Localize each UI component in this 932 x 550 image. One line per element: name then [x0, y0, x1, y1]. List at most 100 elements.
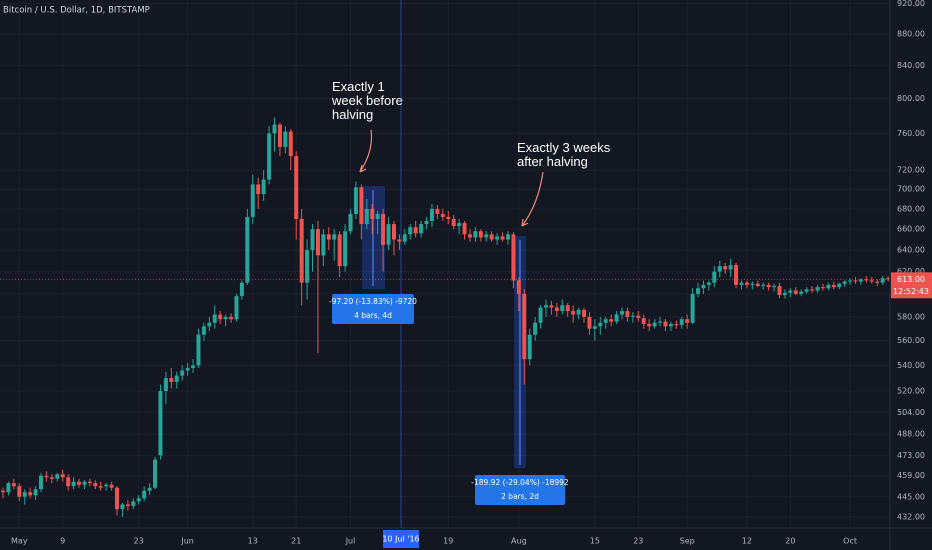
- candle-body: [739, 282, 744, 285]
- candle-body: [810, 289, 815, 291]
- candle-body: [761, 284, 766, 287]
- candle-body: [804, 289, 809, 292]
- measure-change: -97.20 (-13.83%) -9720: [329, 297, 417, 306]
- y-tick-label: 800.00: [897, 94, 925, 103]
- candle-body: [690, 293, 695, 323]
- candle-body: [858, 279, 863, 282]
- candle-body: [706, 282, 711, 285]
- candle-body: [98, 486, 103, 488]
- y-tick-label: 540.00: [897, 361, 925, 370]
- y-tick-label: 560.00: [897, 336, 925, 345]
- candle-body: [250, 184, 255, 217]
- candle-body: [788, 290, 793, 293]
- candle-body: [755, 283, 760, 287]
- annotation: Exactly 3 weeks after halving: [517, 140, 614, 169]
- candle-body: [299, 218, 304, 283]
- y-tick-label: 920.00: [897, 0, 925, 8]
- candle-body: [413, 227, 418, 234]
- candle-body: [239, 282, 244, 297]
- x-tick-label: Jul: [345, 537, 356, 546]
- candle-body: [163, 378, 168, 392]
- candle-body: [614, 314, 619, 322]
- candle-body: [842, 281, 847, 284]
- candle-body: [109, 484, 114, 488]
- y-tick-label: 720.00: [897, 166, 925, 175]
- annotation-arrow: [521, 171, 544, 227]
- candle-body: [359, 187, 364, 225]
- candle-body: [169, 378, 174, 382]
- candle-body: [549, 305, 554, 308]
- candle-body: [636, 315, 641, 319]
- last-price-box: [891, 272, 932, 299]
- candle-body: [544, 305, 548, 308]
- candle-body: [446, 216, 451, 219]
- y-tick-label: 760.00: [897, 129, 925, 138]
- candle-body: [712, 271, 717, 283]
- candle-body: [598, 322, 603, 327]
- candle-body: [218, 314, 223, 320]
- candle-body: [288, 131, 293, 157]
- candle-body: [44, 475, 49, 478]
- candle-body: [1, 490, 5, 493]
- candle-body: [652, 322, 657, 327]
- candle-body: [185, 367, 190, 371]
- candle-body: [201, 326, 206, 335]
- candle-body: [685, 319, 690, 323]
- measure-change: -189.92 (-29.04%) -18992: [471, 478, 569, 487]
- candle-body: [6, 483, 11, 493]
- candle-body: [837, 283, 842, 288]
- candle-body: [234, 296, 239, 320]
- candle-body: [49, 477, 54, 479]
- candle-body: [609, 319, 614, 322]
- annotation: Exactly 1 week before halving: [331, 79, 406, 122]
- candle-body: [424, 220, 429, 225]
- candle-body: [93, 483, 98, 487]
- candle-body: [180, 370, 185, 376]
- annotation-line: Exactly 3 weeks: [517, 140, 611, 155]
- candle-body: [125, 504, 130, 506]
- candle-body: [723, 266, 728, 270]
- annotation-line: Exactly 1: [332, 79, 385, 94]
- candle-body: [451, 218, 456, 227]
- candle-body: [560, 305, 565, 312]
- candle-body: [212, 314, 217, 323]
- candle-body: [277, 124, 282, 147]
- candle-body: [734, 265, 739, 285]
- candle-body: [191, 365, 196, 368]
- y-tick-label: 840.00: [897, 61, 925, 70]
- candle-body: [315, 229, 320, 256]
- candle-body: [283, 131, 288, 147]
- candle-body: [674, 323, 679, 326]
- y-tick-label: 880.00: [897, 29, 925, 38]
- candle-body: [391, 224, 396, 240]
- candle-body: [880, 278, 885, 283]
- candle-body: [142, 490, 147, 499]
- y-tick-label: 580.00: [897, 312, 925, 321]
- candle-body: [11, 483, 16, 487]
- candle-body: [457, 223, 462, 227]
- candle-body: [440, 213, 445, 217]
- candle-body: [853, 280, 858, 282]
- candle-body: [820, 287, 825, 289]
- candle-body: [620, 311, 625, 315]
- candle-body: [261, 179, 266, 195]
- candle-body: [522, 293, 527, 360]
- candle-body: [158, 391, 163, 456]
- candle-body: [875, 281, 880, 283]
- x-tick-label: Aug: [511, 537, 527, 546]
- candle-body: [826, 284, 831, 289]
- candle-body: [33, 489, 38, 496]
- candle-body: [495, 236, 500, 240]
- annotation-arrow: [359, 129, 373, 173]
- y-tick-label: 620.00: [897, 267, 925, 276]
- candle-body: [28, 492, 33, 496]
- x-tick-label: 23: [633, 537, 643, 546]
- candle-body: [39, 475, 44, 490]
- candle-body: [153, 459, 158, 488]
- x-tick-label: Sep: [680, 537, 695, 546]
- candle-body: [869, 280, 874, 282]
- x-tick-label: 13: [248, 537, 258, 546]
- y-tick-label: 432.00: [897, 512, 925, 521]
- candle-body: [793, 290, 798, 294]
